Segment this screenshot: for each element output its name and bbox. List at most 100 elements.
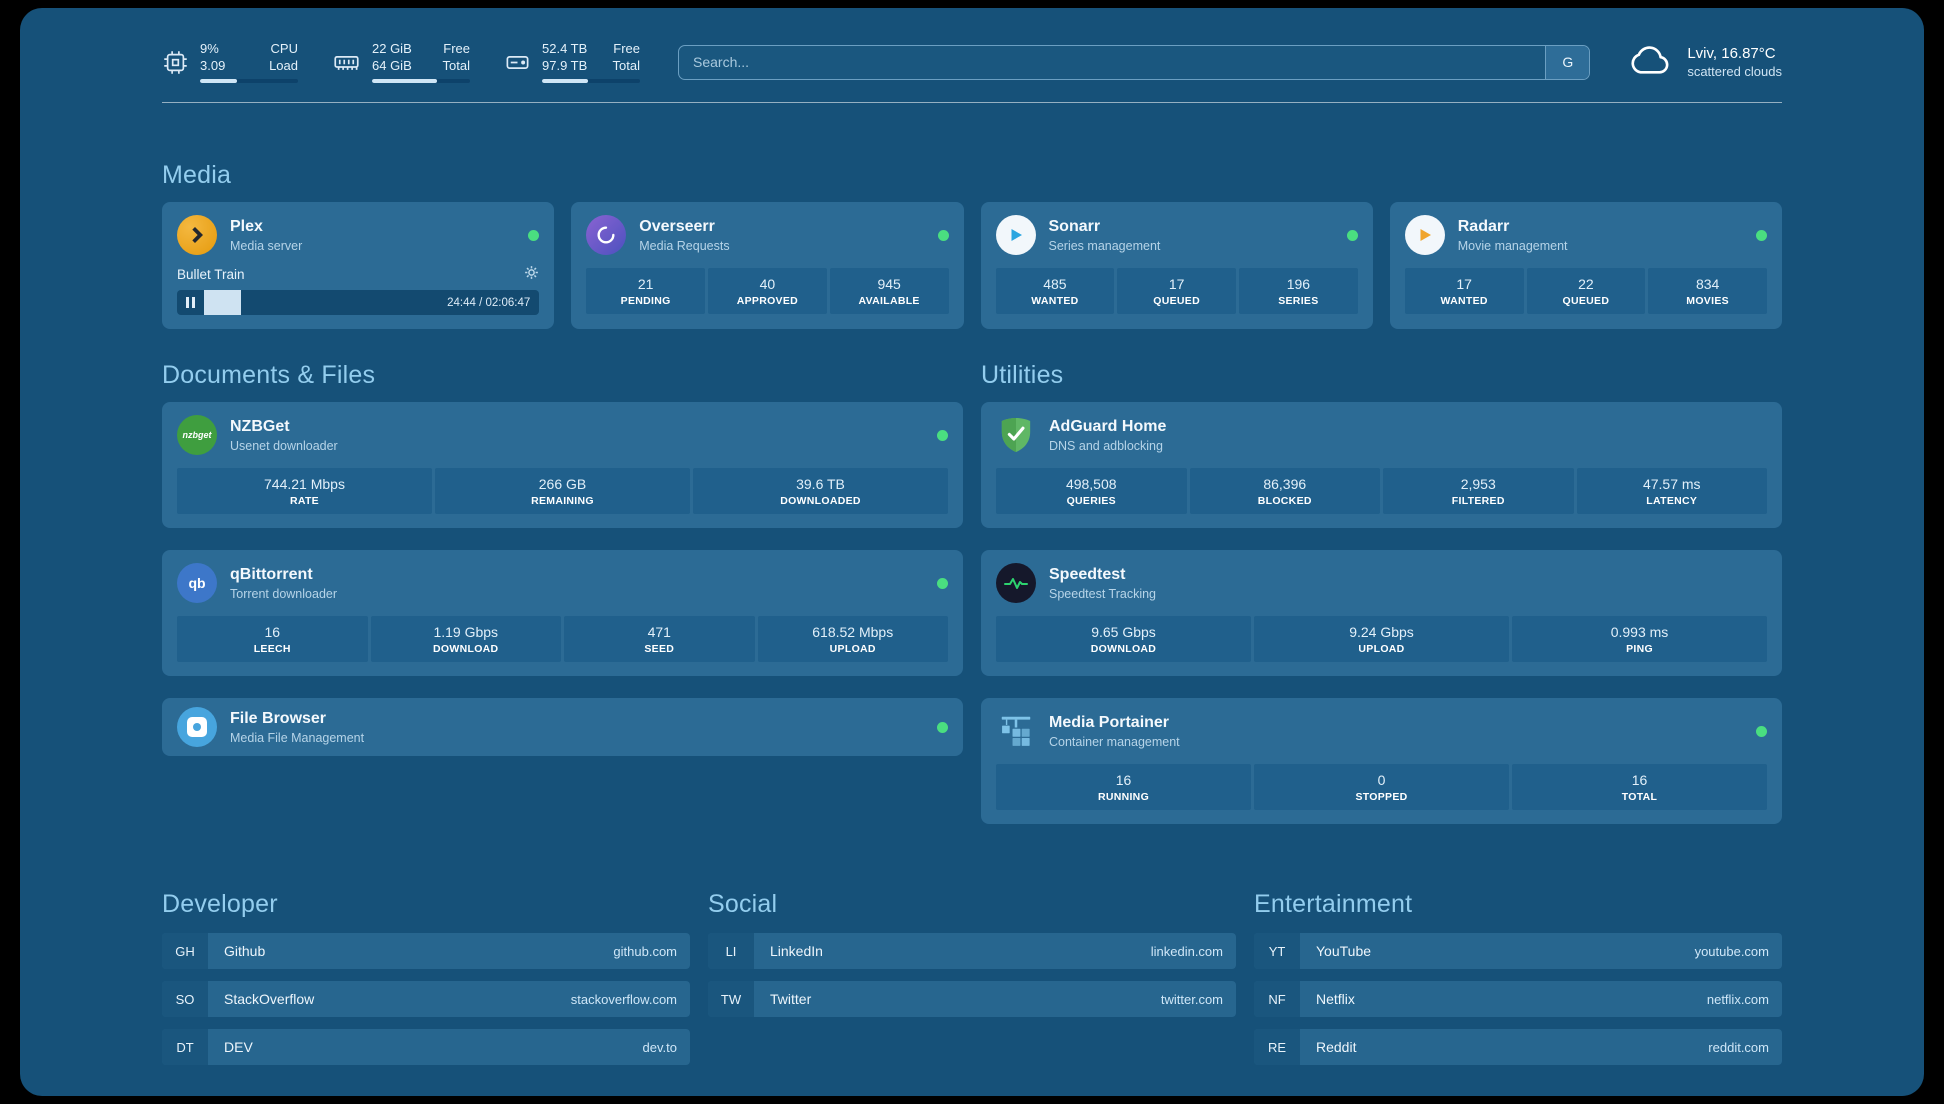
filebrowser-icon xyxy=(177,707,217,747)
app-card-plex[interactable]: Plex Media server Bullet Train xyxy=(162,202,555,329)
stat-upload: 9.24 Gbps UPLOAD xyxy=(1254,616,1509,662)
section-title-utilities: Utilities xyxy=(981,361,1064,389)
search-bar: G xyxy=(678,44,1591,80)
section-title-social: Social xyxy=(708,890,778,918)
app-card-qbittorrent[interactable]: qb qBittorrent Torrent downloader 16 xyxy=(162,550,963,676)
stat-total: 16 TOTAL xyxy=(1512,764,1767,810)
github-icon: GH xyxy=(162,933,208,969)
section-title-entertainment: Entertainment xyxy=(1254,890,1413,918)
status-dot xyxy=(1346,229,1358,241)
bookmark-stackoverflow[interactable]: SO StackOverflow stackoverflow.com xyxy=(162,981,690,1017)
disk-metric: 52.4 TB Free 97.9 TB Total xyxy=(504,41,640,83)
bookmark-twitter[interactable]: TW Twitter twitter.com xyxy=(708,981,1236,1017)
stat-download: 1.19 Gbps DOWNLOAD xyxy=(370,616,561,662)
bookmark-netflix[interactable]: NF Netflix netflix.com xyxy=(1254,981,1782,1017)
bookmarks-grid: Developer GH Github github.com SO StackO… xyxy=(162,824,1782,1077)
app-desc: Media Requests xyxy=(639,239,730,254)
stat-upload: 618.52 Mbps UPLOAD xyxy=(757,616,948,662)
stat-downloaded: 39.6 TB DOWNLOADED xyxy=(693,468,948,514)
pause-icon[interactable] xyxy=(186,297,195,308)
stat-wanted: 17 WANTED xyxy=(1404,268,1524,314)
stackoverflow-icon: SO xyxy=(162,981,208,1017)
cpu-icon xyxy=(162,49,189,76)
stat-blocked: 86,396 BLOCKED xyxy=(1189,468,1380,514)
section-title-media: Media xyxy=(162,161,232,189)
bookmark-github[interactable]: GH Github github.com xyxy=(162,933,690,969)
memory-total-label: Total xyxy=(442,58,470,73)
app-card-adguard[interactable]: AdGuard Home DNS and adblocking 498,508 … xyxy=(981,402,1782,528)
app-desc: DNS and adblocking xyxy=(1049,439,1163,454)
utilities-column: Utilities xyxy=(981,329,1782,824)
weather-widget[interactable]: Lviv, 16.87°C scattered clouds xyxy=(1628,43,1782,82)
stat-rate: 744.21 Mbps RATE xyxy=(177,468,432,514)
app-card-overseerr[interactable]: Overseerr Media Requests 21 PENDING 40 A… xyxy=(571,202,964,329)
plex-player[interactable]: 24:44 / 02:06:47 xyxy=(177,290,540,315)
stat-available: 945 AVAILABLE xyxy=(829,268,949,314)
documents-column: Documents & Files nzbget NZBGet Usenet d… xyxy=(162,329,963,824)
app-name: Plex xyxy=(230,217,263,235)
bookmark-dev[interactable]: DT DEV dev.to xyxy=(162,1029,690,1065)
plex-icon xyxy=(177,215,217,255)
app-desc: Speedtest Tracking xyxy=(1049,587,1157,602)
memory-icon xyxy=(332,49,361,76)
now-playing-title: Bullet Train xyxy=(177,266,245,282)
app-card-speedtest[interactable]: Speedtest Speedtest Tracking 9.65 Gbps D… xyxy=(981,550,1782,676)
app-desc: Media File Management xyxy=(230,731,365,746)
app-desc: Torrent downloader xyxy=(230,587,338,602)
stat-running: 16 RUNNING xyxy=(996,764,1251,810)
speedtest-icon xyxy=(996,563,1036,603)
cpu-usage-value: 9% xyxy=(200,41,219,57)
status-dot xyxy=(937,229,949,241)
bookmarks-social: Social LI LinkedIn linkedin.com TW Twitt… xyxy=(708,824,1236,1077)
twitter-icon: TW xyxy=(708,981,754,1017)
search-input[interactable] xyxy=(679,45,1546,79)
weather-location: Lviv, 16.87°C xyxy=(1687,45,1776,62)
memory-free-label: Free xyxy=(443,41,470,57)
bookmarks-developer: Developer GH Github github.com SO StackO… xyxy=(162,824,690,1077)
status-dot xyxy=(937,429,948,441)
app-card-filebrowser[interactable]: File Browser Media File Management xyxy=(162,698,963,756)
app-card-nzbget[interactable]: nzbget NZBGet Usenet downloader 744.21 M… xyxy=(162,402,963,528)
sonarr-icon xyxy=(995,215,1036,255)
disk-total-label: Total xyxy=(612,58,640,73)
playback-progress-bar[interactable] xyxy=(204,290,438,315)
bookmarks-entertainment: Entertainment YT YouTube youtube.com NF … xyxy=(1254,824,1782,1077)
weather-condition: scattered clouds xyxy=(1687,64,1782,79)
status-dot xyxy=(937,721,948,733)
stat-ping: 0.993 ms PING xyxy=(1512,616,1767,662)
stat-leech: 16 LEECH xyxy=(177,616,368,662)
settings-gear-icon[interactable] xyxy=(524,265,539,283)
app-card-portainer[interactable]: Media Portainer Container management 16 … xyxy=(981,698,1782,824)
stat-download: 9.65 Gbps DOWNLOAD xyxy=(996,616,1251,662)
status-dot xyxy=(1756,725,1767,737)
app-desc: Media server xyxy=(230,239,303,254)
cloud-icon xyxy=(1628,43,1674,82)
overseerr-icon xyxy=(586,215,627,255)
stat-filtered: 2,953 FILTERED xyxy=(1383,468,1574,514)
middle-columns: Documents & Files nzbget NZBGet Usenet d… xyxy=(162,329,1782,824)
search-engine-button[interactable]: G xyxy=(1545,45,1590,79)
stat-queued: 22 QUEUED xyxy=(1526,268,1646,314)
stat-pending: 21 PENDING xyxy=(586,268,705,314)
disk-free-value: 52.4 TB xyxy=(542,41,588,57)
section-title-documents: Documents & Files xyxy=(162,361,376,389)
app-desc: Container management xyxy=(1049,735,1180,750)
app-name: qBittorrent xyxy=(230,565,313,583)
bookmark-linkedin[interactable]: LI LinkedIn linkedin.com xyxy=(708,933,1236,969)
radarr-icon xyxy=(1404,215,1445,255)
dashboard-panel: 9% CPU 3.09 Load xyxy=(20,8,1924,1096)
bookmark-reddit[interactable]: RE Reddit reddit.com xyxy=(1254,1029,1782,1065)
app-name: Media Portainer xyxy=(1049,713,1170,731)
app-card-sonarr[interactable]: Sonarr Series management 485 WANTED 17 Q… xyxy=(980,202,1373,329)
app-card-radarr[interactable]: Radarr Movie management 17 WANTED 22 QUE… xyxy=(1389,202,1782,329)
portainer-icon xyxy=(996,711,1036,751)
memory-total-value: 64 GiB xyxy=(372,58,412,73)
linkedin-icon: LI xyxy=(708,933,754,969)
bookmark-youtube[interactable]: YT YouTube youtube.com xyxy=(1254,933,1782,969)
stat-queued: 17 QUEUED xyxy=(1117,268,1236,314)
app-desc: Movie management xyxy=(1457,239,1568,254)
netflix-icon: NF xyxy=(1254,981,1300,1017)
youtube-icon: YT xyxy=(1254,933,1300,969)
app-desc: Series management xyxy=(1048,239,1161,254)
app-name: Overseerr xyxy=(639,217,715,235)
